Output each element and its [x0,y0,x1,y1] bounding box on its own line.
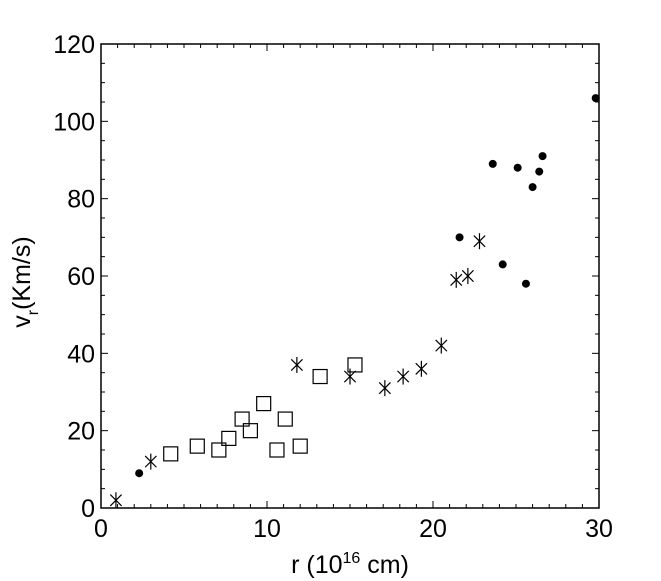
axis-tick-labels: 0 10 20 30 0 20 40 60 80 100 120 [53,31,613,543]
asterisk-marker [343,368,357,385]
dot-marker [488,159,497,168]
dot-marker [513,163,522,172]
x-axis-title-base: r (10 [291,551,342,579]
dot-marker [528,183,537,192]
x-axis-title: r (1016 cm) [291,550,409,579]
square-marker [163,446,179,462]
dot-marker [521,279,530,288]
data-points [109,94,600,509]
asterisk-marker [473,233,486,250]
x-tick-label: 10 [253,515,281,543]
square-marker [211,442,227,458]
x-tick-label: 20 [419,515,447,543]
asterisk-marker [378,380,391,397]
y-axis-title: vr(Km/s) [8,236,42,327]
x-axis-title-exponent: 16 [343,550,361,567]
y-tick-label: 40 [67,340,95,368]
y-tick-label: 100 [53,108,95,136]
square-marker [269,442,285,458]
plot-frame [100,43,600,509]
dot-marker [535,167,544,176]
dot-marker [498,260,507,269]
asterisk-marker [290,356,303,373]
square-marker [189,438,205,454]
asterisk-marker [144,453,157,470]
dot-marker [538,152,547,161]
y-tick-label: 80 [67,186,95,214]
dot-marker [455,233,464,242]
axis-ticks [100,43,600,509]
dot-marker [135,469,144,478]
y-tick-label: 60 [67,263,95,291]
y-axis-title-base: v [8,315,36,328]
y-tick-label: 20 [67,418,95,446]
x-tick-label: 30 [585,515,613,543]
asterisk-marker [450,271,463,288]
square-marker [234,411,250,427]
dot-marker [591,94,600,103]
x-axis-title-unit: cm) [360,551,409,579]
asterisk-marker [109,492,123,509]
y-axis-title-unit: (Km/s) [8,236,36,310]
square-marker [277,411,293,427]
x-tick-label: 0 [94,515,108,543]
asterisk-marker [397,368,410,385]
square-marker [242,423,258,439]
square-marker [256,396,272,412]
asterisk-marker [435,337,448,354]
asterisk-marker [415,360,428,377]
asterisk-marker [461,268,474,284]
y-tick-label: 120 [53,31,95,59]
square-marker [292,438,308,454]
square-marker [221,430,237,446]
square-marker [312,368,328,385]
y-tick-label: 0 [81,495,95,523]
y-axis-title-subscript: r [25,309,42,315]
